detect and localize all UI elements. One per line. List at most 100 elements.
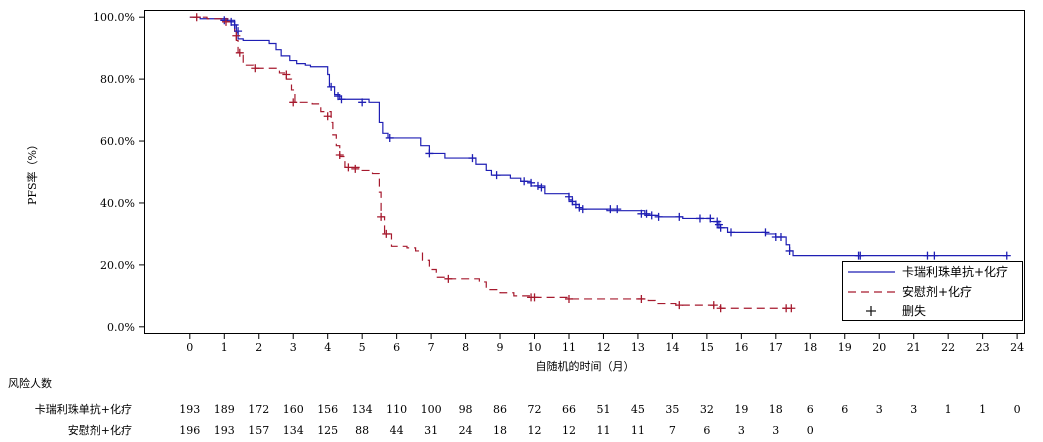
risk-value-camrelizumab: 1 (945, 403, 952, 416)
x-tick-label: 20 (872, 341, 886, 354)
censor-icon (866, 306, 876, 316)
risk-value-camrelizumab: 66 (562, 403, 576, 416)
censor-mark-placebo (675, 301, 684, 310)
legend-censor-icon (866, 306, 876, 316)
censor-mark-camrelizumab (527, 178, 536, 187)
legend-label-censored: 删失 (902, 303, 926, 318)
x-tick-label: 23 (976, 341, 990, 354)
y-axis-title: PFS率（%） (25, 139, 39, 205)
x-tick-label: 19 (838, 341, 852, 354)
x-tick-label: 17 (769, 341, 783, 354)
legend: 卡瑞利珠单抗+化疗 安慰剂+化疗 删失 (842, 261, 1023, 321)
censor-mark-placebo (444, 274, 453, 283)
risk-value-placebo: 196 (179, 424, 200, 437)
risk-value-camrelizumab: 35 (665, 403, 679, 416)
x-tick-label: 5 (359, 341, 366, 354)
risk-row-label-placebo: 安慰剂+化疗 (68, 423, 132, 437)
censor-mark-camrelizumab (234, 27, 243, 36)
risk-value-camrelizumab: 32 (700, 403, 714, 416)
x-tick-label: 13 (631, 341, 645, 354)
risk-value-camrelizumab: 3 (910, 403, 917, 416)
risk-value-camrelizumab: 134 (352, 403, 373, 416)
x-tick-label: 14 (665, 341, 679, 354)
censor-mark-camrelizumab (654, 212, 663, 221)
x-tick-label: 2 (255, 341, 262, 354)
censor-mark-camrelizumab (776, 233, 785, 242)
censor-mark-camrelizumab (533, 181, 542, 190)
risk-value-placebo: 3 (772, 424, 779, 437)
x-tick-label: 11 (562, 341, 576, 354)
x-tick-label: 1 (221, 341, 228, 354)
censor-mark-camrelizumab (520, 177, 529, 186)
censor-mark-camrelizumab (575, 203, 584, 212)
censor-mark-camrelizumab (425, 149, 434, 158)
risk-value-placebo: 11 (596, 424, 610, 437)
y-tick-label: 20.0% (100, 259, 135, 272)
risk-value-camrelizumab: 156 (317, 403, 338, 416)
censor-mark-camrelizumab (564, 192, 573, 201)
risk-value-placebo: 24 (459, 424, 473, 437)
y-tick-label: 80.0% (100, 73, 135, 86)
censor-mark-placebo (222, 17, 231, 26)
censor-mark-placebo (716, 304, 725, 313)
risk-value-camrelizumab: 3 (876, 403, 883, 416)
x-axis: 0 1 2 3 4 5 6 7 8 9 10 11 12 13 14 15 16 17 18 19 20 21 22 23 24 (186, 333, 1024, 354)
y-tick-label: 60.0% (100, 135, 135, 148)
censor-mark-camrelizumab (706, 214, 715, 223)
censor-mark-camrelizumab (761, 228, 770, 237)
x-tick-label: 22 (941, 341, 955, 354)
x-tick-label: 9 (497, 341, 504, 354)
risk-value-placebo: 7 (669, 424, 676, 437)
x-tick-label: 12 (596, 341, 610, 354)
censor-mark-placebo (351, 164, 360, 173)
risk-value-camrelizumab: 160 (283, 403, 304, 416)
censor-mark-camrelizumab (675, 212, 684, 221)
risk-value-camrelizumab: 189 (214, 403, 235, 416)
censor-mark-camrelizumab (716, 223, 725, 232)
censor-mark-camrelizumab (647, 211, 656, 220)
risk-value-placebo: 18 (493, 424, 507, 437)
censor-mark-camrelizumab (220, 16, 229, 25)
x-tick-label: 24 (1010, 341, 1024, 354)
censor-mark-placebo (709, 301, 718, 310)
y-axis: 0.0% 20.0% 40.0% 60.0% 80.0% 100.0% (93, 11, 145, 334)
censor-mark-camrelizumab (230, 20, 239, 29)
risk-value-camrelizumab: 98 (459, 403, 473, 416)
censor-mark-camrelizumab (613, 205, 622, 214)
risk-table: 风险人数 卡瑞利珠单抗+化疗 安慰剂+化疗 193 189 172 160 156 134… (8, 376, 1021, 437)
risk-value-camrelizumab: 18 (769, 403, 783, 416)
censor-mark-placebo (637, 294, 646, 303)
censor-marks (192, 13, 1011, 313)
risk-value-camrelizumab: 6 (807, 403, 814, 416)
risk-value-placebo: 44 (390, 424, 404, 437)
risk-value-placebo: 12 (562, 424, 576, 437)
censor-mark-camrelizumab (930, 251, 939, 260)
risk-value-placebo: 125 (317, 424, 338, 437)
risk-value-placebo: 31 (424, 424, 438, 437)
legend-label-camrelizumab: 卡瑞利珠单抗+化疗 (902, 264, 1008, 279)
x-tick-label: 15 (700, 341, 714, 354)
censor-mark-placebo (323, 112, 332, 121)
censor-mark-placebo (530, 293, 539, 302)
censor-mark-placebo (564, 294, 573, 303)
y-tick-label: 0.0% (107, 321, 135, 334)
y-tick-label: 100.0% (93, 11, 135, 24)
censor-mark-camrelizumab (337, 95, 346, 104)
risk-value-placebo: 157 (248, 424, 269, 437)
censor-mark-camrelizumab (727, 228, 735, 237)
censor-mark-camrelizumab (578, 205, 587, 214)
censor-mark-placebo (787, 304, 796, 313)
risk-value-camrelizumab: 0 (1014, 403, 1021, 416)
x-tick-label: 4 (324, 341, 331, 354)
risk-value-camrelizumab: 45 (631, 403, 645, 416)
censor-mark-placebo (344, 163, 353, 172)
risk-row-label-camrelizumab: 卡瑞利珠单抗+化疗 (35, 402, 132, 416)
censor-mark-camrelizumab (468, 154, 477, 163)
x-tick-label: 18 (803, 341, 817, 354)
censor-mark-camrelizumab (785, 246, 794, 255)
censor-mark-camrelizumab (606, 205, 615, 214)
censor-mark-camrelizumab (1002, 251, 1011, 260)
risk-value-camrelizumab: 110 (386, 403, 407, 416)
risk-value-camrelizumab: 1 (979, 403, 986, 416)
x-tick-label: 10 (528, 341, 542, 354)
